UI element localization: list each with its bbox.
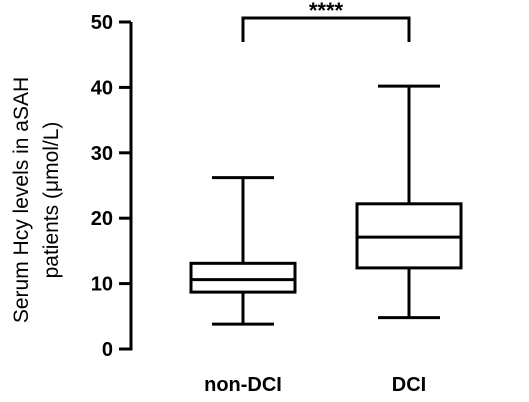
y-tick-label-0: 0 (102, 339, 113, 361)
iqr-box-non-dci (189, 261, 297, 294)
y-tick-label-20: 20 (91, 208, 113, 230)
y-axis-title: Serum Hcy levels in aSAH patients (μmol/… (10, 77, 63, 323)
significance-bracket (241, 16, 411, 42)
y-axis-title-line-1: Serum Hcy levels in aSAH (10, 77, 33, 323)
x-category-label-non-dci: non-DCI (204, 374, 282, 396)
y-tick-label-40: 40 (91, 77, 113, 99)
y-tick-label-10: 10 (91, 274, 113, 296)
significance-label: **** (309, 0, 344, 23)
y-tick-label-50: 50 (91, 12, 113, 34)
y-tick-label-30: 30 (91, 143, 113, 165)
x-category-label-dci: DCI (392, 374, 426, 396)
plot-area: 0 10 20 30 40 50 non-DCI DCI **** (91, 0, 463, 396)
y-axis-title-line-2: patients (μmol/L) (40, 122, 63, 279)
